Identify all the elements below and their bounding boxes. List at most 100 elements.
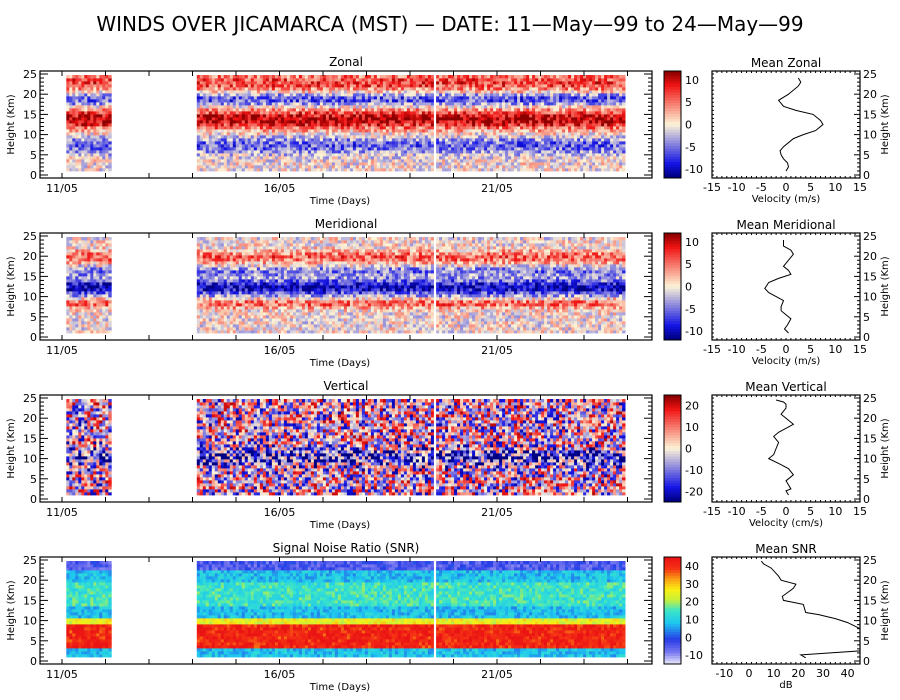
- heatmap-cell: [547, 141, 551, 145]
- heatmap-cell: [397, 108, 402, 112]
- heatmap-cell: [358, 162, 363, 166]
- heatmap-cell: [490, 78, 494, 82]
- heatmap-cell: [307, 150, 312, 154]
- heatmap-cell: [262, 75, 267, 79]
- heatmap-cell: [105, 132, 109, 136]
- heatmap-cell: [280, 162, 285, 166]
- heatmap-cell: [313, 156, 318, 160]
- heatmap-cell: [220, 165, 225, 169]
- heatmap-cell: [439, 114, 443, 118]
- heatmap-cell: [247, 132, 252, 136]
- heatmap-cell: [562, 129, 566, 133]
- heatmap-cell: [262, 102, 267, 106]
- heatmap-cell: [205, 111, 210, 115]
- heatmap-cell: [556, 168, 560, 172]
- heatmap-cell: [382, 165, 387, 169]
- heatmap-cell: [247, 108, 252, 112]
- heatmap-cell: [298, 156, 303, 160]
- heatmap-cell: [78, 165, 82, 169]
- heatmap-cell: [577, 108, 581, 112]
- heatmap-cell: [391, 147, 396, 151]
- heatmap-cell: [69, 111, 73, 115]
- heatmap-cell: [78, 126, 82, 130]
- heatmap-cell: [478, 123, 482, 127]
- heatmap-cell: [619, 114, 623, 118]
- heatmap-cell: [397, 159, 402, 163]
- heatmap-cell: [337, 81, 342, 85]
- heatmap-cell: [610, 144, 614, 148]
- heatmap-cell: [283, 90, 288, 94]
- heatmap-cell: [96, 108, 100, 112]
- heatmap-cell: [421, 90, 426, 94]
- heatmap-cell: [493, 162, 497, 166]
- heatmap-cell: [595, 108, 599, 112]
- heatmap-cell: [72, 162, 76, 166]
- heatmap-cell: [553, 147, 557, 151]
- heatmap-cell: [346, 150, 351, 154]
- heatmap-cell: [364, 108, 369, 112]
- heatmap-cell: [595, 144, 599, 148]
- heatmap-cell: [448, 87, 452, 91]
- heatmap-cell: [484, 114, 488, 118]
- heatmap-cell: [616, 93, 620, 97]
- heatmap-cell: [331, 129, 336, 133]
- heatmap-cell: [616, 156, 620, 160]
- heatmap-cell: [586, 126, 590, 130]
- heatmap-cell: [478, 108, 482, 112]
- heatmap-cell: [211, 153, 216, 157]
- heatmap-cell: [616, 117, 620, 121]
- heatmap-cell: [568, 123, 572, 127]
- heatmap-cell: [286, 117, 291, 121]
- heatmap-cell: [232, 147, 237, 151]
- heatmap-cell: [592, 123, 596, 127]
- heatmap-cell: [571, 105, 575, 109]
- heatmap-cell: [517, 87, 521, 91]
- heatmap-cell: [532, 156, 536, 160]
- heatmap-cell: [568, 159, 572, 163]
- heatmap-cell: [526, 120, 530, 124]
- heatmap-cell: [619, 90, 623, 94]
- heatmap-cell: [226, 123, 231, 127]
- heatmap-cell: [90, 96, 94, 100]
- heatmap-cell: [553, 111, 557, 115]
- heatmap-cell: [298, 150, 303, 154]
- heatmap-cell: [229, 135, 234, 139]
- heatmap-cell: [574, 135, 578, 139]
- heatmap-cell: [442, 120, 446, 124]
- heatmap-cell: [382, 162, 387, 166]
- heatmap-cell: [616, 144, 620, 148]
- heatmap-cell: [271, 81, 276, 85]
- heatmap-cell: [502, 150, 506, 154]
- heatmap-cell: [78, 114, 82, 118]
- heatmap-cell: [481, 105, 485, 109]
- heatmap-cell: [382, 84, 387, 88]
- heatmap-cell: [493, 129, 497, 133]
- heatmap-cell: [484, 111, 488, 115]
- heatmap-cell: [352, 129, 357, 133]
- heatmap-cell: [253, 162, 258, 166]
- heatmap-cell: [499, 147, 503, 151]
- heatmap-cell: [217, 135, 222, 139]
- heatmap-cell: [520, 90, 524, 94]
- heatmap-cell: [208, 105, 213, 109]
- heatmap-cell: [502, 168, 506, 172]
- heatmap-cell: [355, 150, 360, 154]
- heatmap-cell: [199, 84, 204, 88]
- heatmap-cell: [538, 126, 542, 130]
- heatmap-cell: [105, 78, 109, 82]
- heatmap-cell: [271, 150, 276, 154]
- heatmap-cell: [271, 153, 276, 157]
- heatmap-cell: [400, 114, 405, 118]
- heatmap-cell: [427, 168, 432, 172]
- heatmap-cell: [499, 168, 503, 172]
- heatmap-cell: [346, 120, 351, 124]
- heatmap-cell: [385, 123, 390, 127]
- heatmap-cell: [469, 99, 473, 103]
- heatmap-cell: [196, 102, 201, 106]
- heatmap-cell: [460, 93, 464, 97]
- heatmap-cell: [78, 75, 82, 79]
- heatmap-cell: [490, 150, 494, 154]
- heatmap-cell: [238, 150, 243, 154]
- heatmap-cell: [406, 150, 411, 154]
- heatmap-cell: [586, 117, 590, 121]
